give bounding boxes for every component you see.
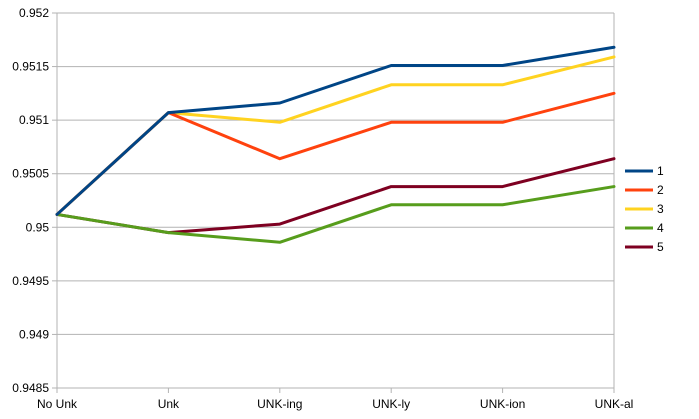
y-tick-label: 0.9485 [12,381,49,395]
legend-label: 5 [657,240,664,254]
series-5-line [55,157,616,235]
x-tick-label: UNK-ion [480,397,525,411]
legend-item-1: 1 [625,164,664,178]
legend-item-2: 2 [625,183,664,197]
x-tick-label: UNK-al [595,397,634,411]
y-tick-label: 0.951 [19,113,49,127]
x-tick-label: UNK-ing [257,397,302,411]
y-tick-label: 0.952 [19,6,49,20]
grid-lines [57,12,614,389]
legend-label: 2 [657,183,664,197]
series-2-line [55,91,616,216]
series-3-line [55,55,616,216]
legend-item-4: 4 [625,221,664,235]
y-tick-label: 0.9495 [12,274,49,288]
legend-item-3: 3 [625,202,664,216]
axes [52,12,615,393]
legend-label: 4 [657,221,664,235]
y-tick-label: 0.9515 [12,60,49,74]
series-lines [55,45,616,244]
x-axis-tick-labels: No Unk Unk UNK-ing UNK-ly UNK-ion UNK-al [37,397,633,411]
series-4-line [55,185,616,244]
x-tick-label: UNK-ly [372,397,410,411]
x-tick-label: No Unk [37,397,78,411]
x-tick-label: Unk [158,397,180,411]
legend-label: 3 [657,202,664,216]
legend: 1 2 3 4 5 [625,164,664,254]
y-tick-label: 0.95 [26,220,50,234]
series-1-line [55,45,616,216]
legend-item-5: 5 [625,240,664,254]
y-tick-label: 0.949 [19,327,49,341]
legend-label: 1 [657,164,664,178]
y-tick-label: 0.9505 [12,167,49,181]
y-axis-tick-labels: 0.9485 0.949 0.9495 0.95 0.9505 0.951 0.9515 0.… [12,6,49,395]
